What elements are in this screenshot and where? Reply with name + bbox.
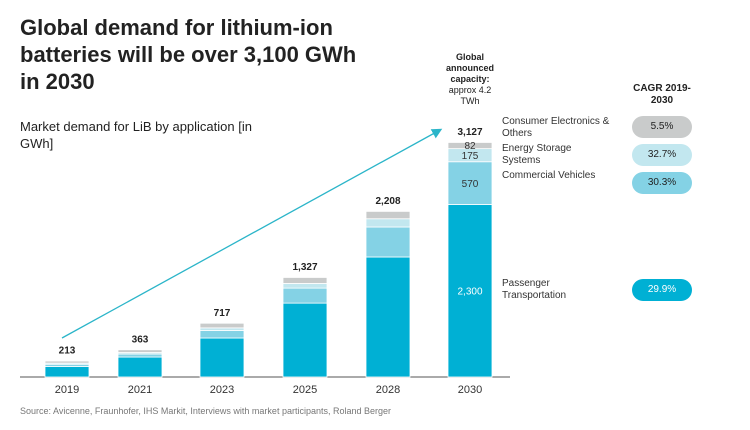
bar-segment (365, 226, 411, 258)
source: Source: Avicenne, Fraunhofer, IHS Markit… (20, 406, 391, 416)
total-label: 1,327 (292, 262, 317, 273)
total-label: 363 (132, 334, 149, 345)
bar-segment (117, 349, 163, 353)
legend-label: Commercial Vehicles (502, 170, 596, 181)
bar-segment (447, 142, 493, 150)
bar-segment (365, 218, 411, 228)
cagr-value: 5.5% (632, 116, 692, 138)
value-label: 570 (462, 179, 479, 190)
x-tick-label: 2030 (458, 384, 482, 396)
x-tick-label: 2028 (376, 384, 400, 396)
x-tick-label: 2025 (293, 384, 317, 396)
trend-arrow (61, 128, 443, 339)
bar-segment (365, 210, 411, 220)
bar-segment (117, 353, 163, 358)
bar-segment (365, 256, 411, 378)
bar-segment (282, 277, 328, 284)
bar-segment (447, 204, 493, 378)
cagr-title: CAGR 2019-2030 (633, 83, 691, 106)
x-tick-label: 2023 (210, 384, 234, 396)
annotation-text: approx 4.2 TWh (448, 85, 492, 106)
total-label: 213 (59, 346, 76, 357)
subtitle: Market demand for LiB by application [in… (20, 119, 252, 151)
bar-segment (282, 287, 328, 304)
annotation: Global announced capacity: approx 4.2 TWh (440, 52, 500, 107)
value-label: 175 (462, 151, 479, 162)
annotation-title: Global announced capacity: (445, 52, 494, 84)
x-tick-label: 2021 (128, 384, 152, 396)
chart-title: Global demand for lithium-ion batteries … (20, 15, 357, 94)
legend-label: Passenger Transportation (502, 278, 567, 301)
bar-segment (44, 366, 90, 378)
bar-segment (282, 302, 328, 378)
total-label: 2,208 (375, 196, 400, 207)
bar-segment (199, 337, 245, 378)
bar-segment (199, 330, 245, 339)
value-label: 2,300 (457, 286, 482, 297)
legend-label: Energy Storage Systems (502, 143, 572, 166)
bar-segment (117, 356, 163, 378)
value-label: 82 (464, 141, 476, 152)
bar-segment (44, 360, 90, 364)
bar-segment (199, 322, 245, 329)
total-label: 717 (214, 308, 231, 319)
total-label: 3,127 (457, 127, 482, 138)
bar-segment (447, 161, 493, 205)
cagr-value: 32.7% (632, 144, 692, 166)
cagr-value: 30.3% (632, 172, 692, 194)
cagr-value: 29.9% (632, 279, 692, 301)
x-tick-label: 2019 (55, 384, 79, 396)
legend-label: Consumer Electronics & Others (502, 116, 610, 139)
bar-segment (282, 283, 328, 289)
